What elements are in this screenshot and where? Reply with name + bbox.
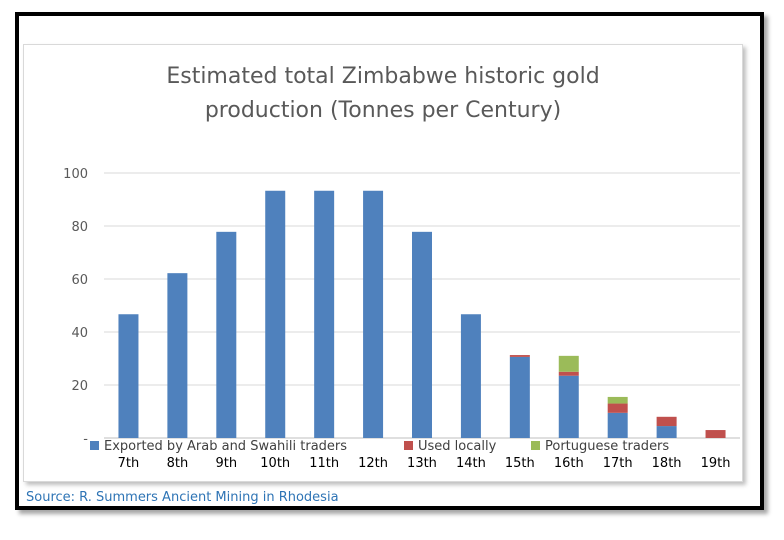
bar-segment bbox=[607, 403, 628, 413]
legend-swatch bbox=[404, 441, 413, 450]
x-tick-label: 9th bbox=[216, 456, 238, 471]
bar-segment bbox=[216, 231, 237, 438]
chart-title-line-2: production (Tonnes per Century) bbox=[204, 98, 562, 123]
bar-segment bbox=[265, 190, 286, 438]
x-tick-label: 11th bbox=[309, 456, 339, 471]
x-tick-label: 17th bbox=[603, 456, 633, 471]
legend-label: Portuguese traders bbox=[545, 439, 669, 454]
x-tick-label: 8th bbox=[167, 456, 189, 471]
bar-segment bbox=[509, 355, 530, 357]
legend-swatch bbox=[531, 441, 540, 450]
bar-segment bbox=[656, 426, 677, 438]
bar-segment bbox=[509, 356, 530, 438]
chart-title-line-1: Estimated total Zimbabwe historic gold bbox=[166, 64, 600, 89]
bar-segment bbox=[314, 190, 335, 438]
x-tick-label: 7th bbox=[118, 456, 140, 471]
bar-segment bbox=[558, 355, 579, 372]
x-tick-label: 16th bbox=[554, 456, 584, 471]
legend-label: Used locally bbox=[418, 439, 497, 454]
source-note: Source: R. Summers Ancient Mining in Rho… bbox=[26, 490, 339, 505]
bar-segment bbox=[363, 190, 384, 438]
y-tick-label: 20 bbox=[71, 379, 88, 394]
y-tick-label: 100 bbox=[63, 167, 88, 182]
x-tick-label: 15th bbox=[505, 456, 535, 471]
bar-segment bbox=[558, 375, 579, 438]
x-tick-label: 14th bbox=[456, 456, 486, 471]
legend-label: Exported by Arab and Swahili traders bbox=[104, 439, 347, 454]
bar-segment bbox=[118, 314, 139, 438]
bar-segment bbox=[705, 430, 726, 438]
bar-segment bbox=[656, 416, 677, 427]
bar-segment bbox=[558, 371, 579, 376]
x-tick-label: 19th bbox=[701, 456, 731, 471]
bar-segment bbox=[167, 273, 188, 438]
x-tick-label: 10th bbox=[260, 456, 290, 471]
chart-title: Estimated total Zimbabwe historic gold p… bbox=[23, 60, 743, 128]
bar-segment bbox=[460, 314, 481, 438]
x-tick-label: 18th bbox=[652, 456, 682, 471]
x-tick-label: 13th bbox=[407, 456, 437, 471]
y-tick-label: 40 bbox=[71, 326, 88, 341]
x-tick-label: 12th bbox=[358, 456, 388, 471]
legend-swatch bbox=[90, 441, 99, 450]
bar-segment bbox=[412, 231, 432, 438]
y-tick-label: - bbox=[83, 432, 88, 447]
bar-segment bbox=[607, 412, 628, 438]
y-tick-label: 80 bbox=[71, 220, 88, 235]
bar-segment bbox=[607, 396, 628, 404]
y-tick-label: 60 bbox=[71, 273, 88, 288]
